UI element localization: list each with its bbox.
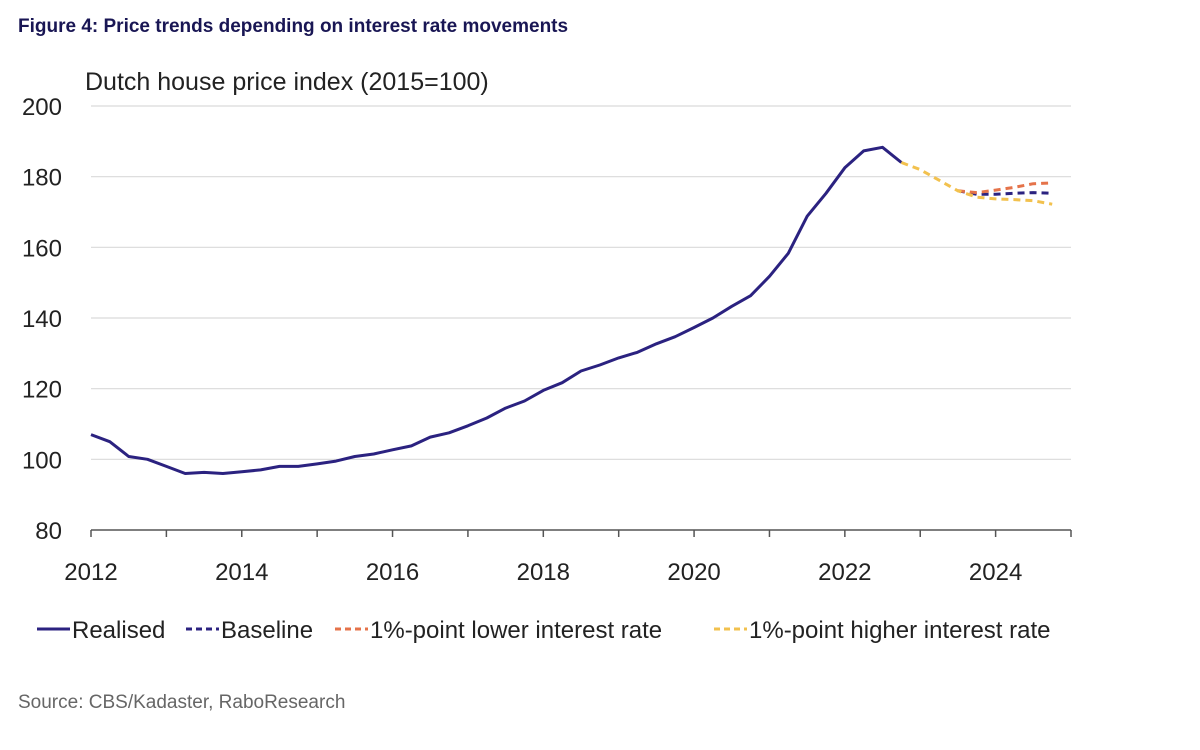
legend-label-1-point-lower-interest-rate: 1%-point lower interest rate bbox=[370, 617, 662, 644]
chart-title: Dutch house price index (2015=100) bbox=[85, 68, 489, 96]
y-tick-label-160: 160 bbox=[22, 235, 62, 262]
y-tick-label-180: 180 bbox=[22, 165, 62, 192]
figure-title: Figure 4: Price trends depending on inte… bbox=[18, 16, 569, 37]
legend-label-baseline: Baseline bbox=[221, 617, 313, 644]
source-note: Source: CBS/Kadaster, RaboResearch bbox=[18, 692, 346, 713]
y-tick-label-80: 80 bbox=[35, 518, 62, 545]
x-tick-label-2016: 2016 bbox=[366, 559, 419, 586]
x-tick-label-2018: 2018 bbox=[517, 559, 570, 586]
x-tick-label-2020: 2020 bbox=[667, 559, 720, 586]
gridlines bbox=[91, 105, 1071, 460]
y-tick-label-100: 100 bbox=[22, 447, 62, 474]
x-tick-label-2012: 2012 bbox=[64, 559, 117, 586]
y-tick-label-140: 140 bbox=[22, 306, 62, 333]
legend: Realised Baseline 1%-point lower interest … bbox=[37, 617, 1051, 644]
y-tick-label-120: 120 bbox=[22, 377, 62, 404]
x-tick-label-2022: 2022 bbox=[818, 559, 871, 586]
y-tick-label-200: 200 bbox=[22, 94, 62, 121]
x-axis bbox=[90, 529, 1072, 537]
legend-label-realised: Realised bbox=[72, 617, 165, 644]
series-lines bbox=[90, 145, 1053, 475]
series-line-1-point-lower-interest-rate bbox=[957, 181, 1053, 195]
y-axis-ticks: 80 100 120 140 160 180 200 bbox=[22, 94, 62, 545]
series-line-realised bbox=[90, 145, 903, 475]
x-tick-label-2014: 2014 bbox=[215, 559, 268, 586]
series-line-1-point-higher-interest-rate bbox=[900, 161, 1053, 206]
legend-label-1-point-higher-interest-rate: 1%-point higher interest rate bbox=[749, 617, 1051, 644]
x-axis-ticks: 2012 2014 2016 2018 2020 2022 2024 bbox=[64, 559, 1022, 586]
x-tick-label-2024: 2024 bbox=[969, 559, 1022, 586]
